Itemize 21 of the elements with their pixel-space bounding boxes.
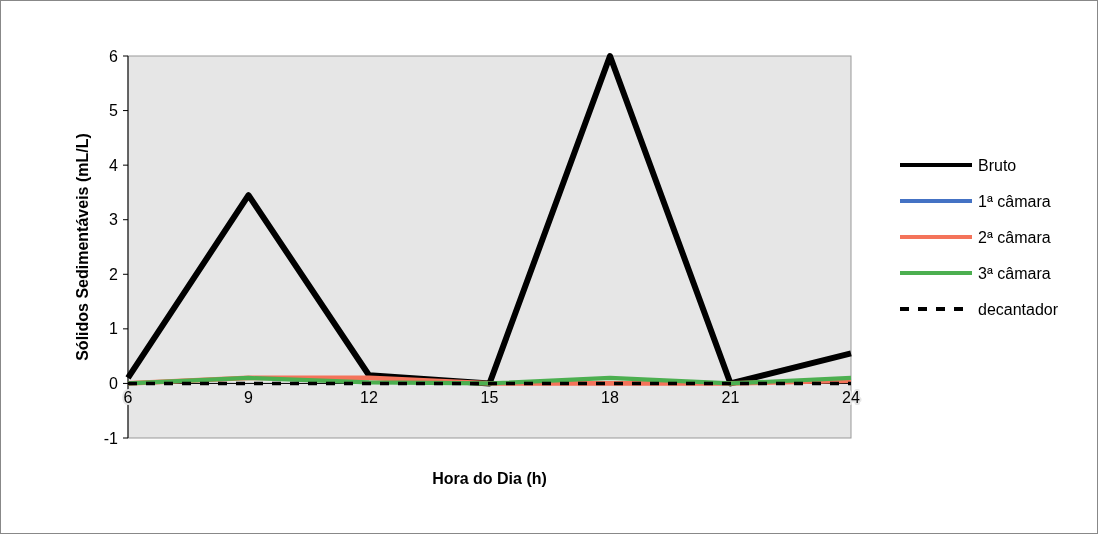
y-tick-label: 2	[109, 265, 119, 283]
y-tick-label: 3	[109, 211, 119, 229]
x-tick-label: 12	[360, 389, 378, 407]
y-tick-label: 0	[109, 375, 119, 393]
x-tick-label: 9	[244, 389, 254, 407]
legend-label: 1ª câmara	[978, 192, 1051, 210]
legend-label: 2ª câmara	[978, 228, 1051, 246]
y-tick-label: 4	[109, 156, 119, 174]
x-tick-label: 24	[842, 389, 860, 407]
y-tick-label: -1	[103, 429, 119, 447]
y-tick-label: 6	[109, 47, 119, 65]
legend-label: decantador	[978, 300, 1059, 318]
legend-label: Bruto	[978, 156, 1017, 174]
x-tick-label: 15	[480, 389, 499, 407]
legend-label: 3ª câmara	[978, 264, 1051, 282]
x-tick-label: 21	[721, 389, 740, 407]
y-tick-label: 1	[109, 320, 119, 338]
y-axis-title: Sólidos Sedimentáveis (mL/L)	[74, 133, 91, 361]
y-tick-label: 5	[109, 102, 119, 120]
x-axis-title: Hora do Dia (h)	[432, 470, 547, 487]
x-tick-label: 18	[601, 389, 619, 407]
